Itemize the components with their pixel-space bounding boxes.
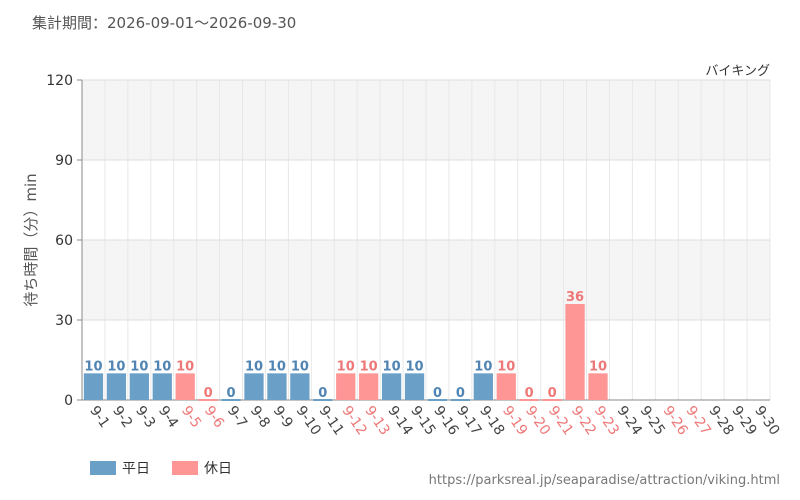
x-tick-label-9-26: 9-26 (660, 403, 691, 438)
bar-9-14 (381, 373, 402, 400)
data-label-9-7: 0 (227, 386, 236, 401)
bar-9-4 (152, 373, 172, 400)
data-label-9-9: 10 (268, 359, 286, 374)
x-tick-label-9-12: 9-12 (338, 403, 369, 438)
period-label: 集計期間：2026-09-01～2026-09-30 (32, 14, 297, 32)
data-label-9-6: 0 (204, 386, 213, 401)
data-label-9-5: 10 (176, 359, 194, 374)
data-label-9-15: 10 (405, 359, 423, 374)
source-url[interactable]: https://parksreal.jp/seaparadise/attract… (428, 473, 780, 488)
bar-9-3 (129, 373, 149, 400)
data-label-9-2: 10 (107, 359, 125, 374)
x-tick-label-9-23: 9-23 (591, 403, 622, 438)
chart-legend: 平日 休日 (90, 458, 232, 478)
x-tick-label-9-13: 9-13 (361, 403, 392, 438)
data-label-9-18: 10 (474, 359, 492, 374)
x-tick-label-9-17: 9-17 (453, 403, 484, 438)
y-tick-label: 120 (46, 73, 73, 89)
bar-9-13 (359, 373, 379, 400)
x-tick-label-9-1: 9-1 (86, 403, 112, 431)
x-tick-label-9-22: 9-22 (568, 403, 599, 438)
legend-swatch-weekday (90, 461, 116, 475)
x-tick-label-9-25: 9-25 (637, 403, 668, 438)
legend-swatch-holiday (172, 461, 198, 475)
data-label-9-10: 10 (291, 359, 309, 374)
x-tick-label-9-10: 9-10 (293, 403, 324, 438)
y-tick-label: 60 (55, 233, 73, 249)
data-label-9-16: 0 (433, 386, 442, 401)
data-label-9-12: 10 (337, 359, 355, 374)
chart-title: バイキング (705, 64, 770, 79)
x-tick-label-9-28: 9-28 (705, 403, 736, 438)
x-tick-label-9-11: 9-11 (316, 403, 347, 438)
x-tick-label-9-24: 9-24 (614, 403, 645, 438)
data-label-9-8: 10 (245, 359, 263, 374)
data-label-9-1: 10 (84, 359, 102, 374)
x-tick-label-9-9: 9-9 (270, 403, 296, 431)
x-tick-label-9-3: 9-3 (132, 403, 158, 431)
data-label-9-23: 10 (589, 359, 607, 374)
x-tick-label-9-15: 9-15 (407, 403, 438, 438)
x-tick-label-9-2: 9-2 (109, 403, 135, 431)
x-tick-label-9-21: 9-21 (545, 403, 576, 438)
bar-9-5 (175, 373, 195, 400)
bar-9-2 (106, 373, 127, 400)
bar-9-23 (588, 373, 608, 400)
data-label-9-13: 10 (360, 359, 378, 374)
x-tick-label-9-16: 9-16 (430, 403, 461, 438)
x-tick-label-9-20: 9-20 (522, 403, 553, 438)
x-tick-label-9-5: 9-5 (178, 403, 204, 431)
x-tick-label-9-29: 9-29 (728, 403, 759, 438)
x-tick-label-9-7: 9-7 (224, 403, 250, 431)
bar-9-18 (473, 373, 493, 400)
y-tick-label: 30 (55, 313, 73, 329)
y-tick-label: 90 (55, 153, 73, 169)
legend-label-holiday: 休日 (204, 461, 232, 477)
data-label-9-21: 0 (548, 386, 557, 401)
x-tick-label-9-30: 9-30 (751, 403, 782, 438)
x-tick-label-9-4: 9-4 (155, 403, 181, 431)
data-label-9-14: 10 (383, 359, 401, 374)
legend-label-weekday: 平日 (122, 461, 150, 477)
x-tick-label-9-27: 9-27 (682, 403, 713, 438)
x-tick-label-9-18: 9-18 (476, 403, 507, 438)
data-label-9-20: 0 (525, 386, 534, 401)
data-label-9-19: 10 (497, 359, 515, 374)
bar-9-15 (404, 373, 425, 400)
wait-time-chart: 0306090120待ち時間（分）min109-1109-2109-3109-4… (22, 73, 783, 438)
bar-9-10 (290, 373, 310, 400)
x-tick-label-9-8: 9-8 (247, 403, 273, 431)
bar-9-9 (267, 373, 287, 400)
data-label-9-11: 0 (318, 386, 327, 401)
bar-9-12 (336, 373, 356, 400)
legend-item-weekday[interactable]: 平日 (90, 458, 150, 478)
y-axis-title: 待ち時間（分）min (22, 173, 40, 306)
data-label-9-3: 10 (130, 359, 148, 374)
bar-9-8 (244, 373, 264, 400)
data-label-9-4: 10 (153, 359, 171, 374)
y-tick-label: 0 (64, 393, 73, 409)
bar-9-22 (565, 304, 585, 400)
bar-9-1 (83, 373, 104, 400)
bar-9-19 (496, 373, 516, 400)
x-tick-label-9-6: 9-6 (201, 403, 227, 431)
data-label-9-22: 36 (566, 290, 584, 305)
x-tick-label-9-14: 9-14 (384, 403, 415, 438)
x-tick-label-9-19: 9-19 (499, 403, 530, 438)
data-label-9-17: 0 (456, 386, 465, 401)
legend-item-holiday[interactable]: 休日 (172, 458, 232, 478)
